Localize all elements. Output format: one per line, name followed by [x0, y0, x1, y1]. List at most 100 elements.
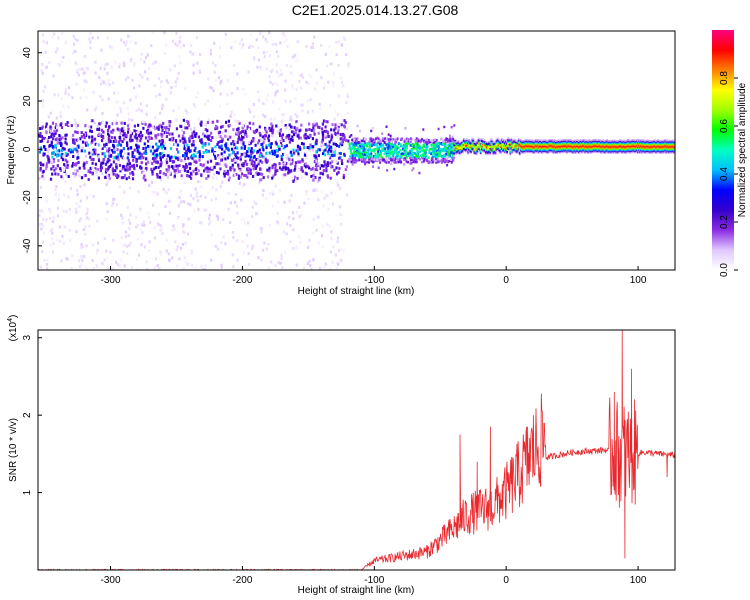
spectrogram-cell	[39, 265, 42, 269]
spectrogram-cell	[54, 153, 57, 157]
spectrogram-cell	[194, 105, 197, 109]
spectrogram-cell	[473, 142, 476, 145]
spectrogram-cell	[533, 143, 536, 146]
spectrogram-cell	[285, 63, 288, 67]
spectrogram-cell	[194, 187, 197, 191]
spectrogram-cell	[389, 138, 392, 142]
spectrogram-cell	[529, 147, 532, 150]
spectrogram-cell	[576, 141, 579, 144]
spectrogram-cell	[128, 227, 131, 231]
spectrogram-cell	[507, 148, 509, 150]
spectrogram-cell	[54, 144, 57, 148]
spectrogram-cell	[102, 130, 105, 134]
spectrogram-cell	[74, 168, 77, 172]
spectrogram-cell	[580, 141, 582, 144]
spectrogram-cell	[457, 150, 460, 153]
spectrogram-cell	[229, 135, 232, 139]
spectrogram-cell	[422, 154, 425, 157]
spectrogram-cell	[523, 143, 525, 145]
spectrogram-cell	[320, 234, 324, 238]
spectrogram-cell	[490, 146, 493, 149]
spectrogram-cell	[194, 266, 197, 270]
spectrogram-cell	[374, 155, 376, 159]
spectrogram-cell	[388, 153, 391, 157]
spectrogram-cell	[448, 155, 451, 158]
spectrogram-cell	[265, 149, 268, 153]
spectrogram-cell	[82, 228, 85, 232]
spectrogram-cell	[48, 207, 51, 211]
spectrogram-cell	[303, 134, 306, 138]
spectrogram-cell	[484, 150, 486, 152]
spectrogram-cell	[523, 147, 525, 149]
spectrogram-cell	[533, 141, 536, 143]
spectrogram-cell	[524, 145, 526, 148]
spectrogram-cell	[475, 150, 478, 152]
spectrogram-cell	[527, 149, 530, 151]
spectrogram-cell	[162, 121, 165, 125]
spectrogram-cell	[192, 133, 195, 137]
spectrogram-cell	[122, 101, 126, 105]
spectrogram-cell	[312, 123, 315, 126]
spectrogram-cell	[74, 61, 77, 65]
spectrogram-cell	[531, 141, 534, 144]
spectrogram-cell	[483, 141, 485, 144]
spectrogram-cell	[174, 170, 177, 174]
spectrogram-cell	[421, 157, 424, 160]
spectrogram-cell	[328, 140, 331, 144]
spectrogram-cell	[53, 168, 56, 172]
spectrogram-cell	[545, 142, 547, 144]
spectrogram-cell	[468, 148, 470, 151]
spectrogram-cell	[472, 149, 475, 151]
spectrogram-cell	[170, 165, 174, 169]
spectrogram-cell	[84, 124, 87, 128]
spectrogram-cell	[476, 150, 479, 153]
spectrogram-cell	[489, 149, 492, 152]
spectrogram-cell	[124, 43, 127, 47]
spectrogram-cell	[99, 82, 102, 86]
spectrogram-cell	[402, 147, 404, 151]
spectrogram-cell	[137, 150, 140, 154]
spectrogram-cell	[360, 143, 363, 146]
spectrogram-cell	[247, 70, 250, 74]
spectrogram-cell	[581, 147, 583, 149]
spectrogram-cell	[240, 160, 243, 164]
spectrogram-cell	[543, 139, 545, 141]
spectrogram-cell	[276, 89, 279, 93]
spectrogram-cell	[300, 86, 303, 90]
spectrogram-cell	[120, 131, 123, 135]
spectrogram-cell	[56, 214, 59, 218]
spectrogram-cell	[88, 125, 91, 129]
spectrogram-cell	[91, 172, 94, 176]
spectrogram-cell	[555, 148, 558, 151]
spectrogram-cell	[509, 143, 512, 145]
spectrogram-cell	[431, 147, 434, 151]
spectrogram-cell	[593, 151, 596, 153]
spectrogram-cell	[367, 156, 370, 159]
spectrogram-cell	[485, 147, 487, 150]
spectrogram-cell	[192, 71, 195, 75]
spectrogram-cell	[571, 152, 574, 154]
spectrogram-cell	[468, 146, 470, 148]
spectrogram-cell	[393, 167, 396, 171]
spectrogram-cell	[544, 143, 546, 145]
spectrogram-cell	[336, 181, 339, 185]
spectrogram-cell	[144, 136, 148, 140]
spectrogram-cell	[267, 134, 271, 138]
spectrogram-cell	[191, 156, 194, 160]
spectrogram-cell	[534, 149, 537, 152]
spectrogram-cell	[85, 160, 88, 164]
spectrogram-cell	[236, 87, 239, 90]
spectrogram-cell	[87, 178, 90, 181]
spectrogram-cell	[480, 144, 483, 146]
spectrogram-cell	[573, 144, 576, 146]
spectrogram-cell	[538, 139, 541, 141]
spectrogram-cell	[564, 140, 566, 142]
spectrogram-cell	[196, 199, 200, 203]
spectrogram-cell	[106, 210, 109, 214]
spectrogram-cell	[374, 153, 377, 156]
spectrogram-cell	[141, 231, 144, 235]
spectrogram-cell	[508, 149, 511, 152]
spectrogram-cell	[105, 217, 108, 221]
spectrogram-cell	[582, 148, 584, 151]
spectrogram-cell	[236, 133, 240, 137]
